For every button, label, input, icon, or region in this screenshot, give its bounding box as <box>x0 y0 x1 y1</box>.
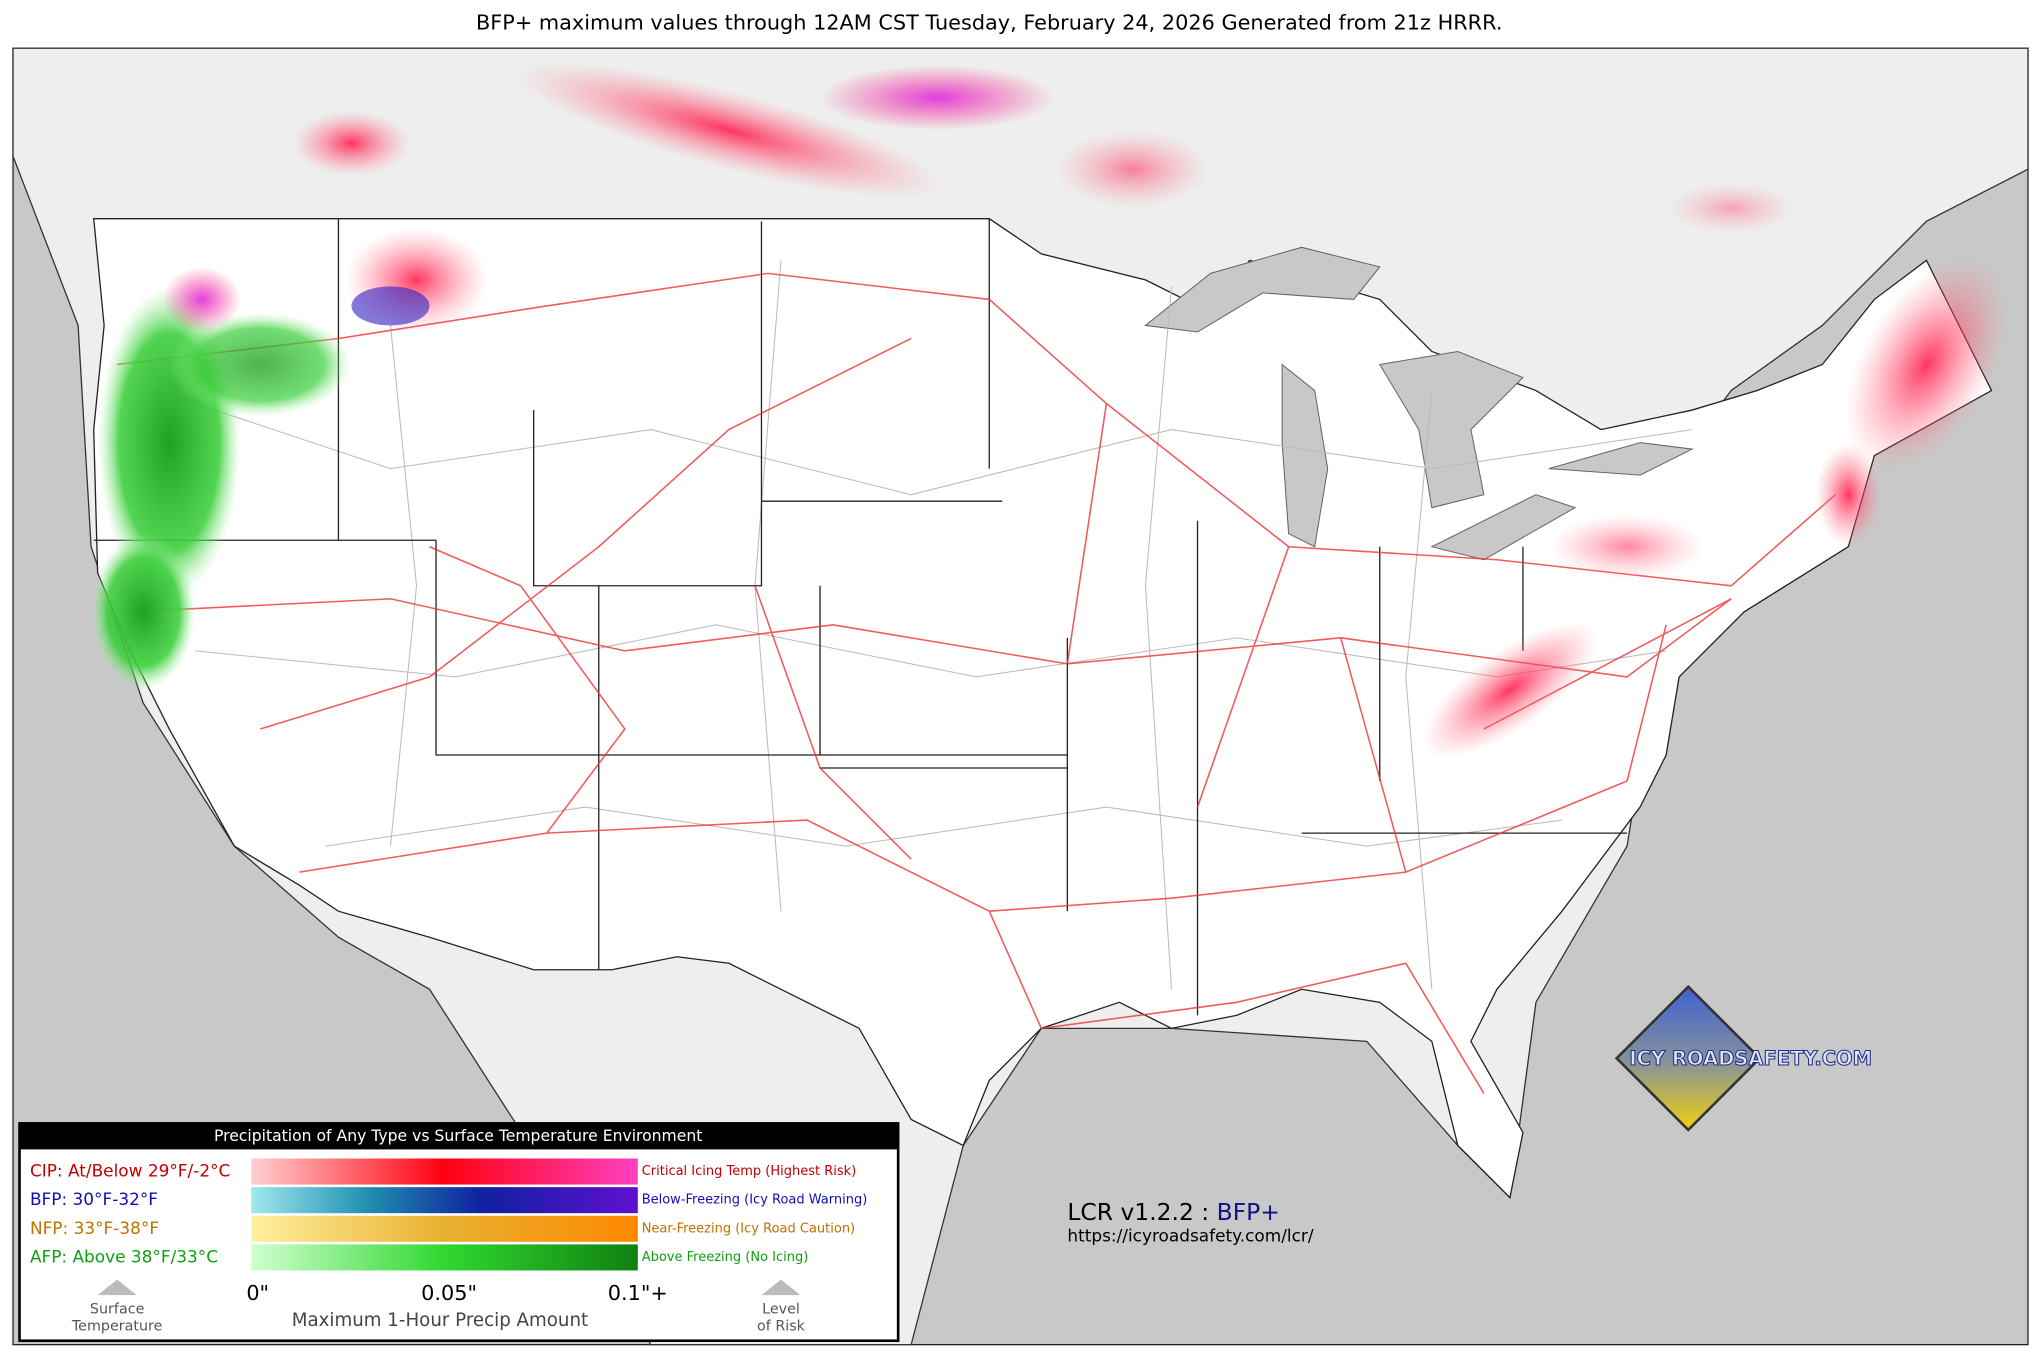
scale-label: 0.05" <box>421 1281 477 1305</box>
caption: Level <box>762 1302 800 1318</box>
title: BFP+ maximum values through 12AM CST Tue… <box>476 10 1502 34</box>
legend-label: NFP: 33°F-38°F <box>30 1218 159 1238</box>
legend-label: CIP: At/Below 29°F/-2°C <box>30 1161 230 1181</box>
version: LCR v1.2.2 : BFP+ <box>1067 1198 1280 1226</box>
caption: Temperature <box>71 1318 163 1334</box>
axis-label: Maximum 1-Hour Precip Amount <box>292 1310 588 1331</box>
legend-description: Below-Freezing (Icy Road Warning) <box>642 1193 868 1208</box>
url: https://icyroadsafety.com/lcr/ <box>1067 1226 1313 1246</box>
legend: Precipitation of Any Type vs Surface Tem… <box>18 1122 900 1343</box>
precip <box>91 61 2008 758</box>
version-text: LCR v1.2.2 : <box>1067 1198 1209 1226</box>
legend-description: Critical Icing Temp (Highest Risk) <box>642 1164 857 1179</box>
caption: of Risk <box>757 1318 806 1334</box>
scale-label: 0" <box>246 1281 269 1305</box>
legend-label: AFP: Above 38°F/33°C <box>30 1246 218 1266</box>
scale-label: 0.1"+ <box>608 1281 668 1305</box>
logo: ICY ROADSAFETY.COM <box>1614 984 1873 1132</box>
logo-text: ICY ROADSAFETY.COM <box>1629 1047 1872 1070</box>
legend-label: BFP: 30°F-32°F <box>30 1189 158 1209</box>
product: BFP+ <box>1217 1198 1280 1226</box>
caption: Surface <box>90 1302 145 1318</box>
legend-description: Above Freezing (No Icing) <box>642 1250 809 1265</box>
legend-description: Near-Freezing (Icy Road Caution) <box>642 1221 855 1236</box>
legend-header: Precipitation of Any Type vs Surface Tem… <box>214 1127 702 1145</box>
